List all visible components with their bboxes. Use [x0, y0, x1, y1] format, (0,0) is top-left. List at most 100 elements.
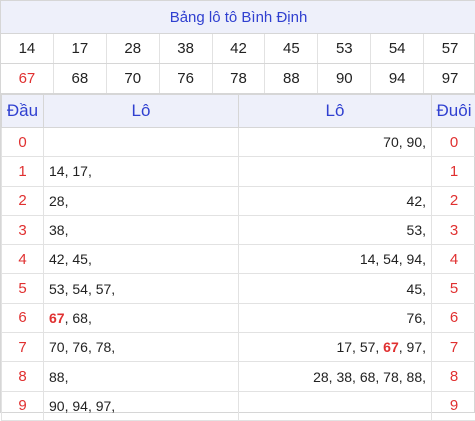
- loto-number: 14: [49, 163, 65, 179]
- loto-number: 70: [49, 339, 65, 355]
- lo-left-cell: 14, 17,: [44, 157, 239, 186]
- lo-right-cell: 70, 90,: [239, 128, 432, 157]
- result-number: 38: [160, 34, 213, 63]
- dau-digit: 8: [2, 362, 44, 391]
- lo-right-cell: 28, 38, 68, 78, 88,: [239, 362, 432, 391]
- loto-number: 17: [72, 163, 88, 179]
- lo-left-cell: [44, 128, 239, 157]
- duoi-digit: 0: [432, 128, 475, 157]
- loto-number: 54: [72, 281, 88, 297]
- loto-number: 90: [49, 398, 65, 414]
- loto-number: 67: [383, 339, 399, 355]
- lo-left-cell: 38,: [44, 215, 239, 244]
- lo-right-cell: [239, 391, 432, 420]
- lo-left-cell: 88,: [44, 362, 239, 391]
- loto-number: 14: [360, 251, 376, 267]
- result-number: 76: [160, 64, 213, 93]
- result-number: 14: [1, 34, 54, 63]
- header-duoi: Đuôi: [432, 95, 475, 128]
- dau-digit: 3: [2, 215, 44, 244]
- loto-number: 90: [407, 134, 423, 150]
- result-number: 17: [54, 34, 107, 63]
- result-number: 67: [1, 64, 54, 93]
- dau-digit: 1: [2, 157, 44, 186]
- loto-number: 45: [72, 251, 88, 267]
- lo-left-cell: 28,: [44, 186, 239, 215]
- loto-number: 88: [49, 369, 65, 385]
- loto-number: 78: [383, 369, 399, 385]
- duoi-digit: 4: [432, 245, 475, 274]
- loto-number: 17: [336, 339, 352, 355]
- grid-header-row: Đầu Lô Lô Đuôi: [2, 95, 475, 128]
- header-lo-left: Lô: [44, 95, 239, 128]
- lo-left-cell: 67, 68,: [44, 303, 239, 332]
- lo-left-cell: 42, 45,: [44, 245, 239, 274]
- duoi-digit: 5: [432, 274, 475, 303]
- loto-number: 97: [96, 398, 112, 414]
- loto-number: 38: [336, 369, 352, 385]
- lo-right-cell: [239, 157, 432, 186]
- result-number: 45: [265, 34, 318, 63]
- duoi-digit: 6: [432, 303, 475, 332]
- loto-number: 57: [96, 281, 112, 297]
- result-number: 94: [371, 64, 424, 93]
- loto-number: 78: [96, 339, 112, 355]
- loto-number: 76: [72, 339, 88, 355]
- loto-number: 94: [72, 398, 88, 414]
- result-number: 42: [213, 34, 266, 63]
- header-lo-right: Lô: [239, 95, 432, 128]
- dau-digit: 9: [2, 391, 44, 420]
- duoi-digit: 3: [432, 215, 475, 244]
- result-number: 70: [107, 64, 160, 93]
- dau-digit: 4: [2, 245, 44, 274]
- lo-left-cell: 70, 76, 78,: [44, 333, 239, 362]
- result-number: 88: [265, 64, 318, 93]
- loto-number: 68: [360, 369, 376, 385]
- lo-right-cell: 76,: [239, 303, 432, 332]
- loto-number: 57: [360, 339, 376, 355]
- result-number: 57: [424, 34, 475, 63]
- loto-number: 97: [407, 339, 423, 355]
- duoi-digit: 2: [432, 186, 475, 215]
- dau-digit: 5: [2, 274, 44, 303]
- loto-number: 53: [49, 281, 65, 297]
- dau-digit: 7: [2, 333, 44, 362]
- loto-number: 54: [383, 251, 399, 267]
- dau-digit: 6: [2, 303, 44, 332]
- lo-left-cell: 53, 54, 57,: [44, 274, 239, 303]
- duoi-digit: 7: [432, 333, 475, 362]
- loto-number: 88: [407, 369, 423, 385]
- loto-number: 76: [407, 310, 423, 326]
- loto-number: 53: [407, 222, 423, 238]
- result-number: 90: [318, 64, 371, 93]
- loto-number: 45: [407, 281, 423, 297]
- result-number: 68: [54, 64, 107, 93]
- loto-number: 67: [49, 310, 65, 326]
- dau-digit: 2: [2, 186, 44, 215]
- duoi-digit: 1: [432, 157, 475, 186]
- result-number: 78: [213, 64, 266, 93]
- result-number: 53: [318, 34, 371, 63]
- dau-digit: 0: [2, 128, 44, 157]
- result-number: 28: [107, 34, 160, 63]
- lo-right-cell: 17, 57, 67, 97,: [239, 333, 432, 362]
- result-number: 54: [371, 34, 424, 63]
- lo-right-cell: 53,: [239, 215, 432, 244]
- lo-left-cell: 90, 94, 97,: [44, 391, 239, 420]
- loto-number: 94: [407, 251, 423, 267]
- loto-number: 68: [72, 310, 88, 326]
- lo-right-cell: 45,: [239, 274, 432, 303]
